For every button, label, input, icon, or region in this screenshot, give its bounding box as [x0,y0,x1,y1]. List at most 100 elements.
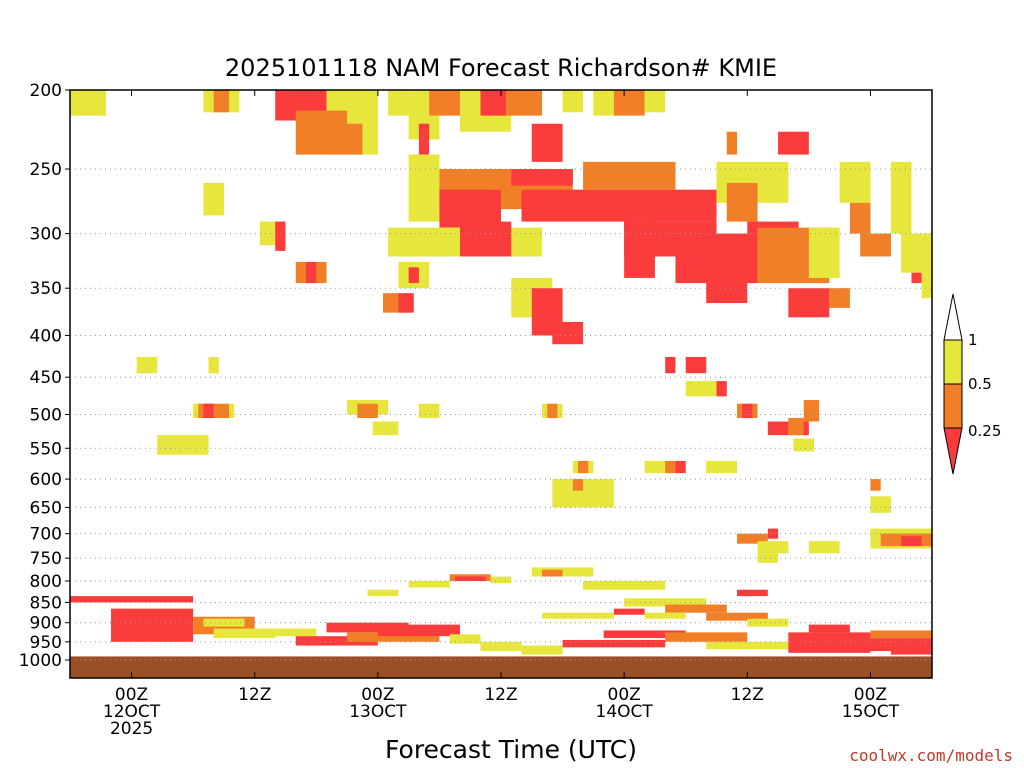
heatmap-cell [613,90,645,116]
heatmap-cell [275,628,317,637]
legend-label: 1 [968,331,978,349]
y-axis-ticks: 200 250 300 350 400 450 500 550 600 650 700 750 8008… [19,81,70,671]
heatmap-cell [788,418,804,436]
heatmap-cell [757,541,789,554]
heatmap-cell [577,460,589,474]
y-tick-label: 300 [30,225,62,245]
heatmap-cell [706,612,768,621]
y-tick-label: 400 [30,326,62,346]
heatmap-cell [583,580,666,590]
legend-label: 0.5 [968,375,992,393]
heatmap-cell [685,381,717,397]
heatmap-cell [890,161,912,234]
heatmap-cell [326,622,409,633]
heatmap-cell [788,288,830,318]
heatmap-cell [552,321,584,345]
ground-layer [70,656,932,678]
heatmap-cell [767,528,779,539]
x-tick-label: 12Z [731,685,764,705]
heatmap-cell [860,233,891,257]
x-tick-label: 12OCT [103,702,161,722]
heatmap-cell [901,536,922,547]
y-tick-label: 600 [30,470,62,490]
heatmap-cell [506,90,543,116]
x-tick-label: 13OCT [349,702,407,722]
heatmap-cell [203,403,214,419]
x-axis-label: Forecast Time (UTC) [385,735,637,764]
chart-title: 2025101118 NAM Forecast Richardson# KMIE [225,54,777,82]
heatmap-cell [213,90,230,113]
heatmap-cell [583,161,676,190]
legend-bin-low [943,427,963,475]
heatmap-cell [737,589,768,597]
heatmap-cell [459,221,512,257]
heatmap-cell [418,123,430,155]
heatmap-cell [665,460,676,474]
heatmap-cell [203,618,245,627]
heatmap-cell [521,645,563,655]
heatmap-cell [213,628,276,639]
heatmap-cell [111,608,194,642]
heatmap-cell [793,438,814,452]
x-tick-label: 00Z [854,685,887,705]
heatmap-cell [808,541,840,554]
y-tick-label: 550 [30,439,62,459]
heatmap-cell [547,403,558,419]
heatmap-cell [839,161,871,203]
x-tick-label: 2025 [110,719,153,739]
credit-text: coolwx.com/models [849,746,1013,765]
heatmap-cell [367,589,399,597]
x-tick-label: 15OCT [842,702,900,722]
y-tick-label: 800 [30,572,62,592]
heatmap-cell [716,381,727,397]
heatmap-cell [665,604,727,613]
heatmap-cell [726,131,738,155]
heatmap-cell [778,131,809,155]
y-tick-label: 350 [30,279,62,299]
heatmap-cell [757,553,779,563]
heatmap-cell [449,634,481,644]
legend-label: 0.25 [968,422,1001,440]
x-tick-label: 12Z [484,685,517,705]
heatmap-cell [665,632,748,642]
x-tick-label: 00Z [361,685,394,705]
heatmap-cell [531,123,563,162]
heatmap-cell [70,596,194,603]
heatmap-cell [644,90,666,113]
x-tick-label: 00Z [115,685,148,705]
heatmap-cell [490,576,512,584]
heatmap-cell [439,189,501,228]
heatmap-cell [747,618,789,627]
heatmap-cell [372,421,399,436]
heatmap-cell [901,233,922,273]
heatmap-cell [357,403,378,419]
heatmap-cell [521,189,717,222]
y-tick-label: 250 [30,160,62,180]
heatmap-cell [418,403,440,419]
heatmap-cell [275,221,286,251]
heatmap-cell [542,569,563,577]
heatmap-cell [347,632,440,642]
y-tick-label: 500 [30,406,62,426]
heatmap-cell [726,182,758,222]
legend-bin-mid [943,383,963,429]
heatmap-cell [480,641,522,652]
heatmap-cell [572,479,584,491]
heatmap-cell [742,403,753,419]
heatmap-cell [136,356,158,374]
heatmap-cell [562,90,584,113]
heatmap-cell [377,624,460,637]
heatmap-cell [803,400,820,422]
heatmap-cell [706,641,789,650]
heatmap-cell [398,293,414,313]
heatmap-cell [295,636,378,646]
heatmap-cell [542,612,614,619]
y-tick-label: 650 [30,498,62,518]
legend-bin-high [943,339,963,385]
y-tick-label: 700 [30,525,62,545]
y-tick-label: 1000 [19,651,62,671]
heatmap-cell [808,227,840,278]
heatmap-cell [295,110,348,155]
y-tick-label: 200 [30,81,62,101]
